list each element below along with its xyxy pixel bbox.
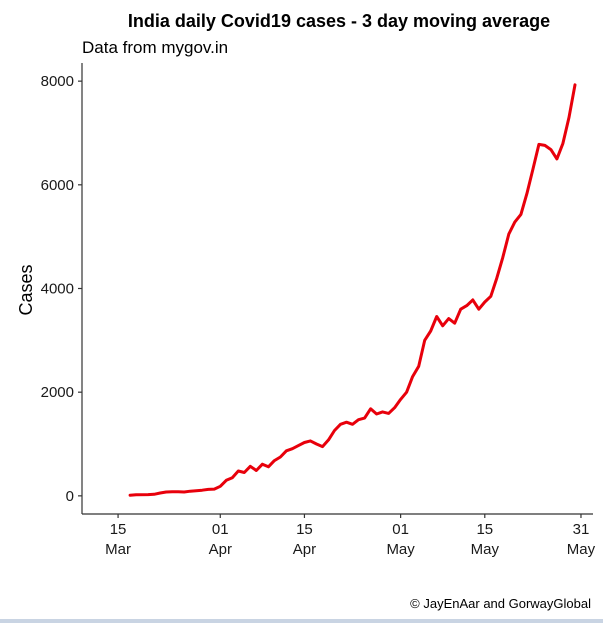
x-tick-label-day: 15 bbox=[110, 521, 127, 538]
y-axis-title: Cases bbox=[16, 264, 36, 315]
x-tick-label-month: Mar bbox=[105, 541, 131, 558]
y-tick-label: 4000 bbox=[41, 281, 74, 298]
series-layer bbox=[128, 83, 577, 497]
y-tick-label: 0 bbox=[66, 488, 74, 505]
x-tick-label-day: 01 bbox=[212, 521, 229, 538]
chart-title: India daily Covid19 cases - 3 day moving… bbox=[128, 11, 550, 31]
chart-subtitle: Data from mygov.in bbox=[82, 38, 228, 57]
y-tick-label: 8000 bbox=[41, 73, 74, 90]
x-tick-label-day: 31 bbox=[573, 521, 590, 538]
x-ticks: 15 Mar 01 Apr 15 Apr 01 May 15 May 31 May bbox=[105, 514, 596, 558]
series-line bbox=[128, 83, 577, 497]
x-tick-label-month: Apr bbox=[293, 541, 316, 558]
y-tick-label: 2000 bbox=[41, 384, 74, 401]
x-tick-label-month: May bbox=[567, 541, 596, 558]
y-ticks: 0 2000 4000 6000 8000 bbox=[41, 73, 82, 505]
x-tick-label-month: Apr bbox=[209, 541, 232, 558]
y-tick-label: 6000 bbox=[41, 177, 74, 194]
x-tick-label-day: 15 bbox=[296, 521, 313, 538]
x-tick-label-month: May bbox=[471, 541, 500, 558]
x-tick-label-month: May bbox=[386, 541, 415, 558]
x-tick-label-day: 01 bbox=[392, 521, 409, 538]
chart-caption: © JayEnAar and GorwayGlobal bbox=[410, 596, 591, 611]
x-tick-label-day: 15 bbox=[476, 521, 493, 538]
window-bottom-edge bbox=[0, 619, 603, 623]
